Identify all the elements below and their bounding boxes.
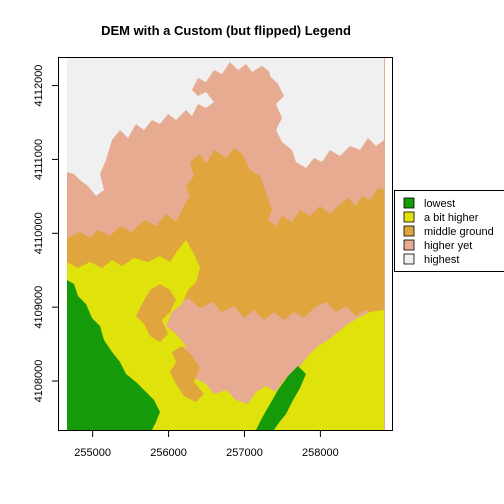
legend-label: lowest (424, 198, 455, 210)
legend-label: higher yet (424, 240, 472, 252)
legend-swatch (403, 211, 415, 223)
raster-lowest-region (256, 366, 306, 430)
y-tick-label: 4112000 (33, 65, 45, 107)
raster-a-bit-higher-region (67, 240, 384, 430)
legend-swatch (403, 239, 415, 251)
x-tick-label: 258000 (302, 447, 339, 459)
y-tick-label: 4109000 (33, 286, 45, 329)
plot-title: DEM with a Custom (but flipped) Legend (101, 23, 351, 38)
raster-highest-region (268, 58, 384, 168)
legend-swatch (403, 225, 415, 237)
legend-label: highest (424, 254, 459, 266)
raster-middle-ground-region (170, 346, 204, 402)
y-tick-label: 4110000 (33, 212, 45, 254)
x-tick-label: 256000 (150, 447, 187, 459)
legend-swatch (403, 197, 415, 209)
dem-raster (67, 58, 385, 430)
x-tick-label: 255000 (74, 447, 111, 459)
x-tick-label: 257000 (226, 447, 263, 459)
x-axis: 255000 256000 257000 258000 (74, 430, 339, 459)
legend: lowest a bit higher middle ground higher ye… (394, 190, 504, 272)
raster-middle-ground-region (136, 284, 176, 342)
y-tick-label: 4111000 (33, 139, 45, 180)
legend-swatch (403, 253, 415, 265)
raster-highest-region (67, 58, 290, 196)
legend-label: middle ground (424, 226, 494, 238)
y-tick-label: 4108000 (33, 360, 45, 403)
legend-label: a bit higher (424, 212, 479, 224)
raster-lowest-region (67, 280, 160, 430)
y-axis: 4108000 4109000 4110000 4111000 4112000 (33, 65, 59, 403)
